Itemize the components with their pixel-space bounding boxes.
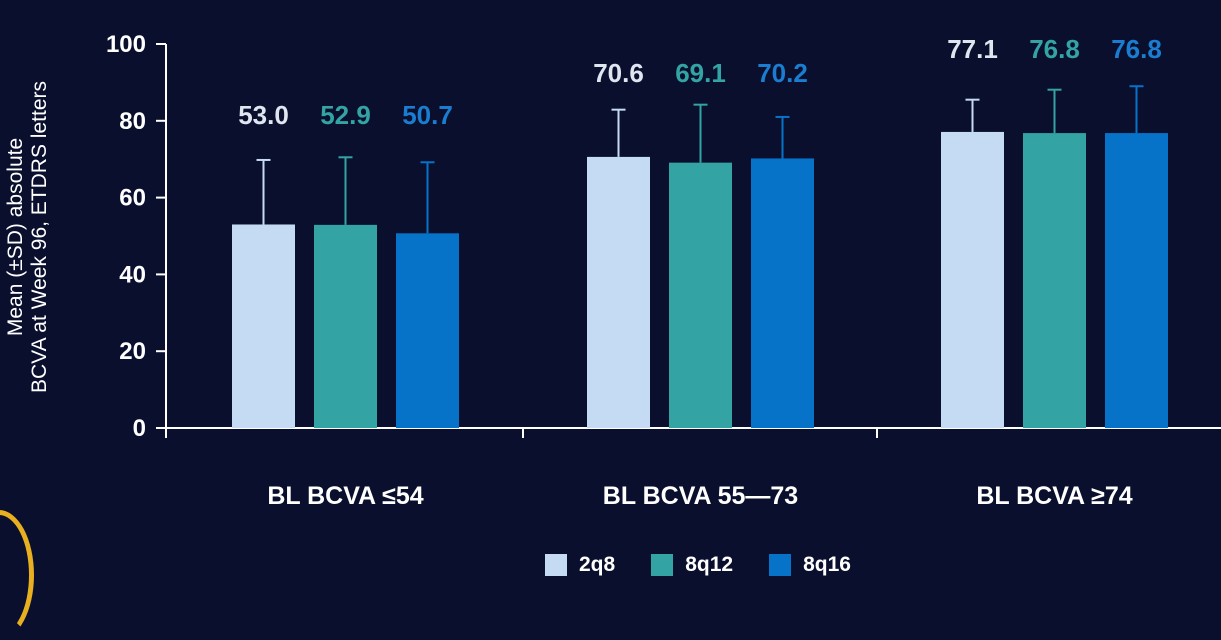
bar-8q12-1 (669, 162, 732, 428)
x-category-label: BL BCVA ≥74 (976, 482, 1132, 510)
data-label-8q16-0: 50.7 (402, 100, 453, 130)
legend-swatch-2q8 (545, 554, 567, 576)
bar-2q8-0 (232, 224, 295, 428)
legend-item-8q12: 8q12 (651, 553, 733, 577)
y-tick-label-40: 40 (119, 261, 146, 288)
x-category-label: BL BCVA ≤54 (267, 482, 423, 510)
bar-8q16-2 (1105, 133, 1168, 428)
y-tick-label-20: 20 (119, 338, 146, 365)
legend-swatch-8q12 (651, 554, 674, 576)
legend-label-8q16: 8q16 (803, 553, 851, 576)
bar-8q12-2 (1023, 133, 1086, 428)
legend-swatch-8q16 (769, 554, 792, 576)
y-tick-label-0: 0 (133, 415, 146, 442)
data-label-8q12-2: 76.8 (1029, 34, 1080, 64)
y-tick-label-100: 100 (106, 31, 146, 58)
data-label-8q12-1: 69.1 (675, 58, 726, 88)
data-label-8q12-0: 52.9 (320, 100, 371, 130)
bar-8q16-1 (751, 158, 814, 428)
bar-8q16-0 (396, 233, 459, 428)
legend-label-2q8: 2q8 (579, 553, 616, 576)
legend: 2q8 8q12 8q16 (545, 553, 887, 577)
data-label-2q8-0: 53.0 (238, 100, 289, 130)
data-label-2q8-2: 77.1 (947, 34, 998, 64)
y-axis-label-line-2: BCVA at Week 96, ETDRS letters (28, 80, 51, 394)
y-tick-label-80: 80 (119, 108, 146, 135)
bar-chart: 0 20 40 60 80 100 BL BCVA ≤54 BL BCVA 55—73 BL B… (106, 31, 1221, 510)
x-category-label: BL BCVA 55—73 (603, 482, 798, 510)
legend-item-8q16: 8q16 (769, 553, 851, 577)
data-label-8q16-1: 70.2 (757, 58, 808, 88)
bar-2q8-1 (587, 156, 650, 428)
y-axis-label-line-1: Mean (±SD) absolute (4, 137, 27, 337)
data-label-2q8-1: 70.6 (593, 58, 644, 88)
bar-8q12-0 (314, 224, 377, 428)
legend-label-8q12: 8q12 (685, 553, 734, 576)
y-axis-label: Mean (±SD) absolute BCVA at Week 96, ETD… (4, 81, 52, 393)
y-tick-label-60: 60 (119, 185, 146, 212)
legend-item-2q8: 2q8 (545, 553, 615, 577)
data-label-8q16-2: 76.8 (1111, 34, 1162, 64)
bar-2q8-2 (941, 131, 1004, 428)
